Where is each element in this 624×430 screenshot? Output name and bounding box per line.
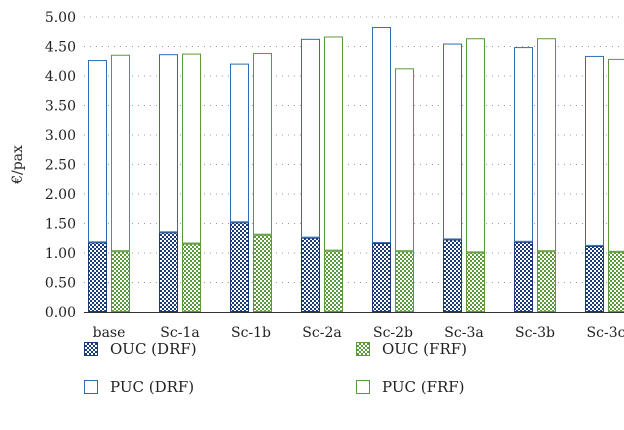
y-tick-label: 2.00 <box>45 187 76 203</box>
bar-ouc-frf-sc-3a <box>466 252 485 313</box>
legend-item-puc-frf: PUC (FRF) <box>356 378 465 396</box>
y-tick-label: 4.50 <box>45 40 76 56</box>
legend-item-ouc-frf: OUC (FRF) <box>356 340 467 358</box>
bar-ouc-frf-sc-2a <box>324 250 343 312</box>
x-tick-label: base <box>93 325 126 340</box>
y-axis-title: €/pax <box>10 145 26 185</box>
bar-puc-frf-sc-2b <box>395 68 414 252</box>
bars <box>88 27 624 313</box>
y-tick-label: 2.50 <box>45 158 76 174</box>
x-tick-label: Sc-3a <box>444 325 483 340</box>
bar-ouc-frf-sc-3b <box>537 251 556 312</box>
bar-ouc-drf-sc-1a <box>159 232 178 313</box>
y-tick-label: 3.00 <box>45 128 76 144</box>
bar-puc-frf-sc-2a <box>324 36 343 251</box>
bar-ouc-drf-sc-3a <box>443 239 462 312</box>
legend-swatch-puc-drf <box>84 380 98 394</box>
legend-item-puc-drf: PUC (DRF) <box>84 378 194 396</box>
x-tick-label: Sc-2b <box>373 325 413 340</box>
legend-swatch-puc-frf <box>356 380 370 394</box>
y-axis-ticks: 0.00 0.50 1.00 1.50 2.00 2.50 3.00 3.50 4.00 4.50… <box>45 10 76 321</box>
x-tick-label: Sc-3c <box>587 325 624 340</box>
y-tick-label: 1.00 <box>45 246 76 262</box>
bar-puc-drf-sc-3b <box>514 47 533 242</box>
y-tick-label: 3.50 <box>45 99 76 115</box>
bar-chart: 0.00 0.50 1.00 1.50 2.00 2.50 3.00 3.50 4.00 4.50… <box>10 10 624 340</box>
bar-ouc-frf-base <box>111 251 130 312</box>
bar-puc-frf-sc-1b <box>253 52 272 235</box>
legend-label: PUC (FRF) <box>382 378 465 396</box>
legend-label: OUC (FRF) <box>382 340 467 358</box>
bar-puc-drf-sc-1a <box>159 54 178 233</box>
y-tick-label: 5.00 <box>45 10 76 26</box>
legend-swatch-ouc-drf <box>84 342 98 356</box>
bar-puc-frf-base <box>111 54 130 252</box>
y-tick-label: 1.50 <box>45 217 76 233</box>
legend-swatch-ouc-frf <box>356 342 370 356</box>
x-tick-label: Sc-2a <box>302 325 341 340</box>
bar-puc-drf-sc-3c <box>585 55 604 246</box>
bar-ouc-drf-sc-3b <box>514 241 533 312</box>
bar-ouc-frf-sc-1a <box>182 243 201 312</box>
x-axis-ticks: base Sc-1a Sc-1b Sc-2a Sc-2b Sc-3a Sc-3b Sc-3c <box>93 325 624 340</box>
legend-label: OUC (DRF) <box>110 340 197 358</box>
bar-puc-drf-sc-3a <box>443 43 462 240</box>
x-tick-label: Sc-1b <box>231 325 271 340</box>
y-tick-label: 0.00 <box>45 305 76 321</box>
bar-puc-frf-sc-3c <box>608 58 624 252</box>
legend-label: PUC (DRF) <box>110 378 195 396</box>
bar-puc-drf-sc-2b <box>372 27 391 243</box>
bar-puc-frf-sc-3a <box>466 38 485 253</box>
bar-ouc-drf-sc-3c <box>585 245 604 312</box>
x-tick-label: Sc-3b <box>515 325 555 340</box>
y-tick-label: 4.00 <box>45 69 76 85</box>
bar-puc-frf-sc-1a <box>182 53 201 244</box>
y-tick-label: 0.50 <box>45 276 76 292</box>
bar-ouc-frf-sc-3c <box>608 251 624 313</box>
bar-ouc-frf-sc-1b <box>253 234 272 313</box>
bar-puc-drf-sc-2a <box>301 38 320 238</box>
legend-item-ouc-drf: OUC (DRF) <box>84 340 197 358</box>
bar-ouc-drf-sc-2a <box>301 237 320 312</box>
bar-puc-frf-sc-3b <box>537 38 556 252</box>
legend: OUC (DRF) OUC (FRF) PUC (DRF) PUC (FRF) <box>84 340 624 430</box>
bar-ouc-drf-base <box>88 242 107 313</box>
bar-ouc-frf-sc-2b <box>395 251 414 312</box>
bar-ouc-drf-sc-1b <box>230 222 249 313</box>
bar-ouc-drf-sc-2b <box>372 242 391 312</box>
x-tick-label: Sc-1a <box>160 325 199 340</box>
bar-puc-drf-base <box>88 60 107 243</box>
bar-puc-drf-sc-1b <box>230 63 249 223</box>
